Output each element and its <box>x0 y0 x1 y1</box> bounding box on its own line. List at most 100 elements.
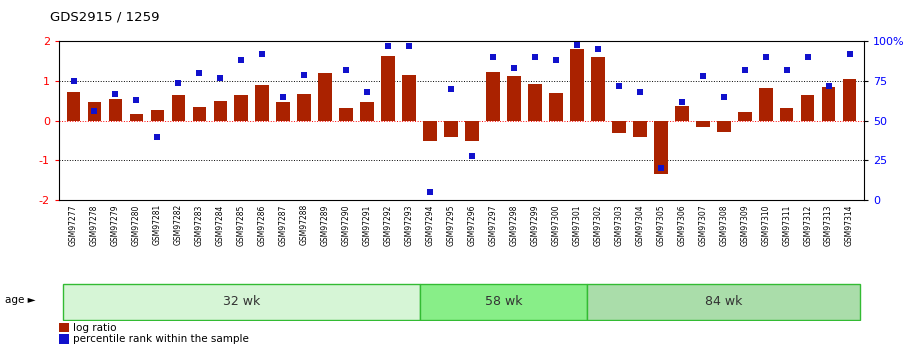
Text: GSM97298: GSM97298 <box>510 204 519 246</box>
Bar <box>234 95 248 121</box>
Bar <box>675 106 689 121</box>
Point <box>674 99 689 105</box>
Point <box>66 78 81 84</box>
Point <box>171 80 186 86</box>
Text: GSM97313: GSM97313 <box>824 204 834 246</box>
Bar <box>109 99 122 121</box>
Bar <box>507 76 520 121</box>
Point <box>717 94 731 100</box>
Bar <box>420 284 587 320</box>
Bar <box>88 102 101 121</box>
Text: log ratio: log ratio <box>73 323 117 333</box>
Text: GSM97307: GSM97307 <box>699 204 708 246</box>
Point <box>507 66 521 71</box>
Bar <box>59 334 70 344</box>
Text: GSM97295: GSM97295 <box>446 204 455 246</box>
Text: GSM97310: GSM97310 <box>761 204 770 246</box>
Point <box>779 67 794 73</box>
Bar <box>255 85 269 121</box>
Text: GSM97279: GSM97279 <box>111 204 120 246</box>
Bar <box>276 102 291 121</box>
Text: GSM97297: GSM97297 <box>489 204 498 246</box>
Point <box>129 97 144 103</box>
Point <box>548 58 563 63</box>
Bar <box>403 75 416 121</box>
Bar <box>339 108 353 121</box>
Point <box>87 108 101 114</box>
Bar <box>759 88 773 121</box>
Bar <box>529 84 542 121</box>
Text: GSM97312: GSM97312 <box>803 204 812 246</box>
Bar <box>591 57 605 121</box>
Bar <box>822 87 835 121</box>
Point <box>696 73 710 79</box>
Point <box>255 51 270 57</box>
Text: GSM97282: GSM97282 <box>174 204 183 246</box>
Bar <box>63 284 420 320</box>
Point <box>402 43 416 49</box>
Text: GDS2915 / 1259: GDS2915 / 1259 <box>50 10 159 23</box>
Bar <box>193 107 206 121</box>
Text: GSM97292: GSM97292 <box>384 204 393 246</box>
Bar <box>843 79 856 121</box>
Text: GSM97299: GSM97299 <box>530 204 539 246</box>
Bar <box>67 92 81 121</box>
Bar <box>150 110 164 121</box>
Text: GSM97283: GSM97283 <box>195 204 204 246</box>
Point <box>738 67 752 73</box>
Text: GSM97277: GSM97277 <box>69 204 78 246</box>
Text: GSM97284: GSM97284 <box>215 204 224 246</box>
Point <box>339 67 354 73</box>
Text: GSM97278: GSM97278 <box>90 204 99 246</box>
Text: GSM97300: GSM97300 <box>551 204 560 246</box>
Bar <box>801 95 814 121</box>
Text: GSM97311: GSM97311 <box>782 204 791 246</box>
Text: age ►: age ► <box>5 295 35 305</box>
Point <box>843 51 857 57</box>
Text: GSM97308: GSM97308 <box>719 204 729 246</box>
Bar <box>465 121 479 141</box>
Bar <box>424 121 437 141</box>
Bar <box>717 121 730 132</box>
Text: GSM97305: GSM97305 <box>656 204 665 246</box>
Bar <box>612 121 625 132</box>
Text: GSM97303: GSM97303 <box>614 204 624 246</box>
Bar <box>738 112 751 121</box>
Text: GSM97304: GSM97304 <box>635 204 644 246</box>
Text: GSM97288: GSM97288 <box>300 204 309 246</box>
Point <box>612 83 626 89</box>
Point <box>653 166 668 171</box>
Point <box>443 86 458 92</box>
Text: GSM97285: GSM97285 <box>237 204 246 246</box>
Text: GSM97281: GSM97281 <box>153 204 162 246</box>
Text: percentile rank within the sample: percentile rank within the sample <box>73 334 249 344</box>
Bar <box>633 121 647 137</box>
Text: GSM97290: GSM97290 <box>342 204 350 246</box>
Point <box>569 42 584 47</box>
Point <box>360 89 375 95</box>
Bar <box>298 94 311 121</box>
Bar <box>549 93 563 121</box>
Text: GSM97314: GSM97314 <box>845 204 854 246</box>
Text: GSM97294: GSM97294 <box>425 204 434 246</box>
Point <box>213 75 227 81</box>
Bar <box>696 121 710 127</box>
Text: GSM97289: GSM97289 <box>320 204 329 246</box>
Bar <box>59 323 70 333</box>
Text: 58 wk: 58 wk <box>485 295 522 308</box>
Text: GSM97306: GSM97306 <box>677 204 686 246</box>
Bar <box>444 121 458 137</box>
Text: 84 wk: 84 wk <box>705 295 742 308</box>
Point <box>192 70 206 76</box>
Text: GSM97309: GSM97309 <box>740 204 749 246</box>
Point <box>297 72 311 78</box>
Bar <box>570 49 584 121</box>
Bar <box>172 95 186 121</box>
Text: GSM97287: GSM97287 <box>279 204 288 246</box>
Bar <box>587 284 860 320</box>
Bar <box>360 102 374 121</box>
Bar <box>129 114 143 121</box>
Point <box>528 55 542 60</box>
Point <box>800 55 814 60</box>
Point <box>276 94 291 100</box>
